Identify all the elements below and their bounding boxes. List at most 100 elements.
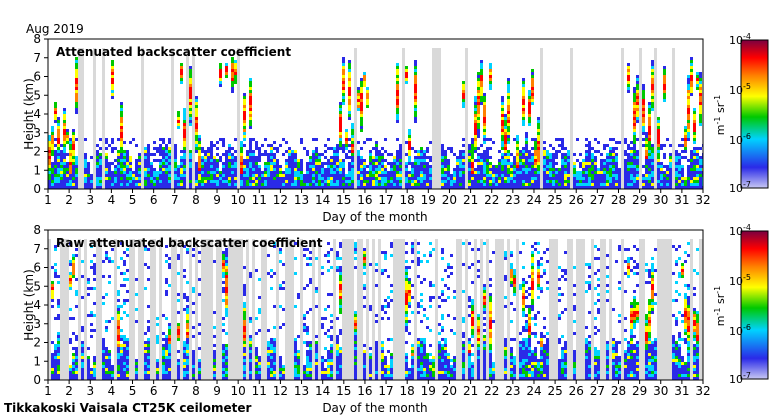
heatmap-cell: [438, 84, 441, 87]
heatmap-cell: [414, 69, 417, 72]
heatmap-cell: [366, 102, 369, 105]
heatmap-cell: [78, 374, 81, 377]
heatmap-cell: [93, 180, 96, 183]
heatmap-cell: [93, 356, 96, 359]
heatmap-cell: [354, 171, 357, 174]
heatmap-cell: [81, 63, 84, 66]
heatmap-cell: [489, 87, 492, 90]
heatmap-cell: [420, 150, 423, 153]
y-tick-label: 5: [33, 88, 41, 102]
heatmap-cell: [360, 96, 363, 99]
heatmap-cell: [294, 150, 297, 153]
heatmap-cell: [432, 84, 435, 87]
heatmap-cell: [183, 156, 186, 159]
heatmap-cell: [477, 171, 480, 174]
heatmap-cell: [483, 159, 486, 162]
heatmap-cell: [264, 180, 267, 183]
heatmap-cell: [408, 144, 411, 147]
heatmap-cell: [96, 257, 99, 260]
heatmap-cell: [432, 147, 435, 150]
heatmap-cell: [201, 183, 204, 186]
heatmap-cell: [558, 186, 561, 189]
heatmap-cell: [261, 153, 264, 156]
heatmap-cell: [648, 159, 651, 162]
heatmap-cell: [237, 177, 240, 180]
heatmap-cell: [675, 159, 678, 162]
heatmap-cell: [327, 162, 330, 165]
heatmap-cell: [537, 123, 540, 126]
heatmap-cell: [549, 177, 552, 180]
heatmap-cell: [66, 335, 69, 338]
heatmap-cell: [141, 123, 144, 126]
heatmap-cell: [573, 174, 576, 177]
heatmap-cell: [108, 362, 111, 365]
heatmap-cell: [477, 72, 480, 75]
heatmap-cell: [345, 183, 348, 186]
heatmap-cell: [87, 347, 90, 350]
heatmap-cell: [96, 338, 99, 341]
heatmap-cell: [486, 168, 489, 171]
heatmap-cell: [348, 81, 351, 84]
heatmap-cell: [528, 159, 531, 162]
heatmap-cell: [156, 174, 159, 177]
heatmap-cell: [462, 156, 465, 159]
heatmap-cell: [165, 165, 168, 168]
heatmap-cell: [438, 51, 441, 54]
heatmap-cell: [312, 162, 315, 165]
heatmap-cell: [111, 147, 114, 150]
heatmap-cell: [687, 108, 690, 111]
heatmap-cell: [60, 314, 63, 317]
heatmap-cell: [93, 287, 96, 290]
heatmap-cell: [174, 183, 177, 186]
heatmap-cell: [522, 150, 525, 153]
heatmap-cell: [588, 147, 591, 150]
heatmap-cell: [480, 78, 483, 81]
heatmap-cell: [630, 168, 633, 171]
heatmap-cell: [438, 48, 441, 51]
heatmap-cell: [558, 171, 561, 174]
heatmap-cell: [369, 171, 372, 174]
heatmap-cell: [102, 72, 105, 75]
heatmap-cell: [57, 281, 60, 284]
heatmap-cell: [351, 177, 354, 180]
heatmap-cell: [141, 171, 144, 174]
heatmap-cell: [66, 344, 69, 347]
heatmap-cell: [453, 171, 456, 174]
heatmap-cell: [645, 174, 648, 177]
heatmap-cell: [264, 177, 267, 180]
heatmap-cell: [471, 165, 474, 168]
heatmap-cell: [507, 156, 510, 159]
heatmap-cell: [81, 117, 84, 120]
heatmap-cell: [240, 186, 243, 189]
heatmap-cell: [585, 153, 588, 156]
heatmap-cell: [390, 162, 393, 165]
heatmap-cell: [258, 183, 261, 186]
heatmap-cell: [99, 323, 102, 326]
heatmap-cell: [597, 174, 600, 177]
heatmap-cell: [582, 168, 585, 171]
heatmap-cell: [180, 159, 183, 162]
heatmap-cell: [420, 174, 423, 177]
heatmap-cell: [633, 105, 636, 108]
heatmap-cell: [54, 344, 57, 347]
heatmap-cell: [570, 48, 573, 51]
heatmap-cell: [420, 180, 423, 183]
heatmap-cell: [120, 183, 123, 186]
heatmap-cell: [369, 183, 372, 186]
heatmap-cell: [99, 269, 102, 272]
heatmap-cell: [477, 126, 480, 129]
heatmap-cell: [672, 57, 675, 60]
heatmap-cell: [54, 120, 57, 123]
heatmap-cell: [357, 99, 360, 102]
heatmap-cell: [66, 332, 69, 335]
heatmap-cell: [108, 368, 111, 371]
heatmap-cell: [285, 159, 288, 162]
heatmap-cell: [291, 153, 294, 156]
heatmap-cell: [687, 84, 690, 87]
heatmap-cell: [570, 153, 573, 156]
heatmap-cell: [93, 177, 96, 180]
heatmap-cell: [396, 105, 399, 108]
heatmap-cell: [171, 99, 174, 102]
heatmap-cell: [123, 168, 126, 171]
heatmap-cell: [150, 186, 153, 189]
